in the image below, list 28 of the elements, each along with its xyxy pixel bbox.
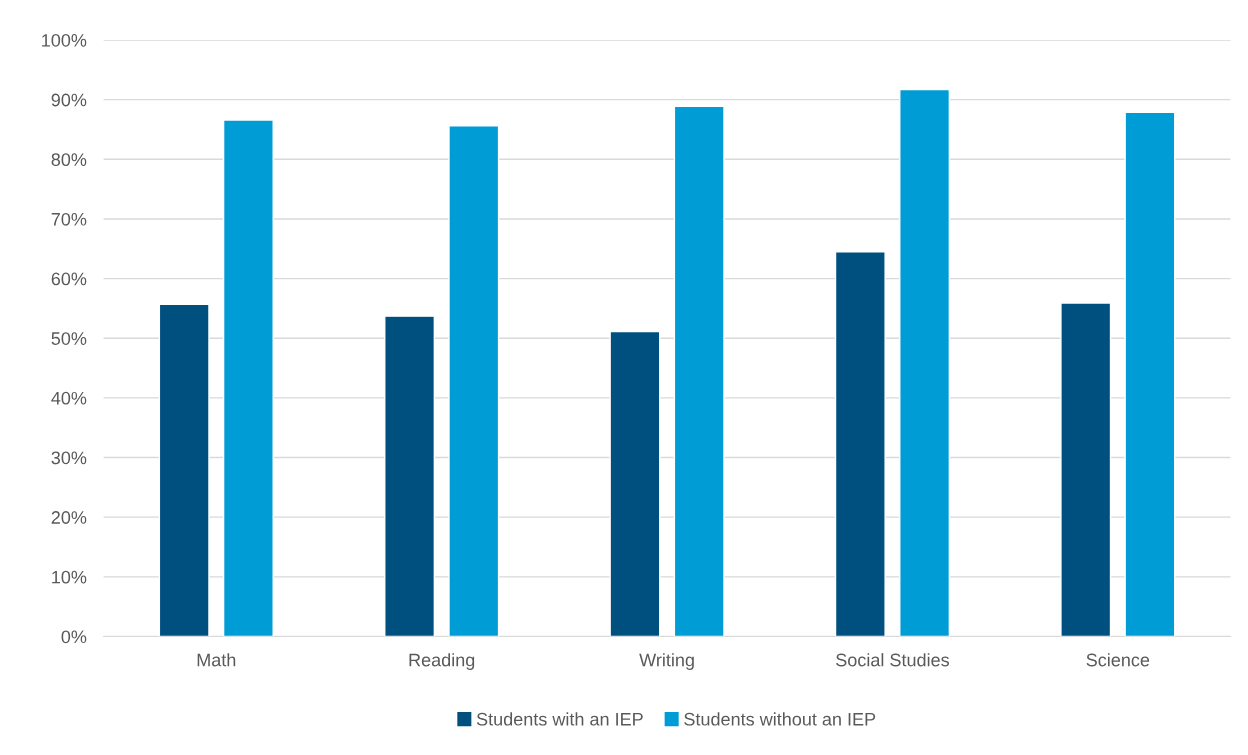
y-tick-label: 60%	[51, 272, 87, 286]
y-tick-label: 40%	[51, 391, 87, 405]
x-tick-label: Social Studies	[836, 653, 949, 667]
bar	[1124, 111, 1176, 637]
y-tick-label: 20%	[51, 511, 87, 524]
y-tick-label: 10%	[52, 570, 87, 584]
y-tick-label: 50%	[51, 332, 87, 345]
y-tick-label: 100%	[42, 33, 87, 47]
bar	[158, 303, 210, 637]
x-tick-label: Writing	[639, 653, 694, 670]
bar	[1060, 302, 1112, 637]
x-tick-label: Math	[197, 653, 236, 667]
bar	[609, 330, 661, 637]
legend-label: Students without an IEP	[684, 712, 876, 726]
y-tick-label: 80%	[51, 153, 87, 167]
bar	[448, 125, 500, 637]
bar	[899, 88, 951, 637]
y-tick-label: 90%	[51, 93, 87, 107]
y-tick-label: 0%	[61, 630, 87, 644]
x-tick-label: Science	[1086, 653, 1150, 667]
bar	[222, 119, 274, 637]
bar	[384, 315, 436, 637]
y-tick-label: 70%	[51, 212, 87, 226]
bar	[834, 251, 886, 637]
x-tick-label: Reading	[409, 653, 475, 670]
bar	[673, 105, 725, 637]
y-tick-label: 30%	[51, 451, 87, 465]
legend-label: Students with an IEP	[476, 712, 643, 726]
